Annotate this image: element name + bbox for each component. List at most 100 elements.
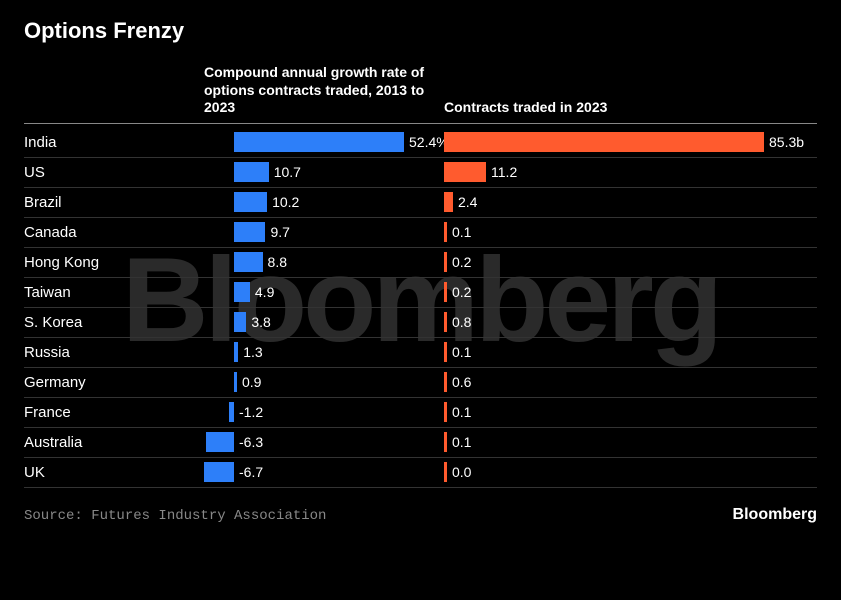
volume-bar-cell: 11.2 — [444, 158, 817, 187]
cagr-label: -6.3 — [234, 434, 263, 450]
volume-label: 0.2 — [447, 254, 471, 270]
cagr-bar — [234, 162, 269, 182]
country-label: France — [24, 404, 204, 421]
table-row: Hong Kong 8.8 0.2 — [24, 248, 817, 278]
volume-bar — [444, 162, 486, 182]
cagr-label: 9.7 — [265, 224, 289, 240]
neg-zone — [204, 188, 234, 217]
cagr-bar-cell: -6.7 — [204, 458, 444, 487]
header-left: Compound annual growth rate of options c… — [204, 64, 444, 117]
footer: Source: Futures Industry Association Blo… — [24, 506, 817, 524]
volume-bar-cell: 0.8 — [444, 308, 817, 337]
table-row: Russia 1.3 0.1 — [24, 338, 817, 368]
volume-bar-cell: 0.1 — [444, 218, 817, 247]
cagr-bar-cell: 0.9 — [204, 368, 444, 397]
country-label: Australia — [24, 434, 204, 451]
volume-label: 0.0 — [447, 464, 471, 480]
header-right: Contracts traded in 2023 — [444, 64, 817, 117]
country-label: Canada — [24, 224, 204, 241]
table-row: US10.7 11.2 — [24, 158, 817, 188]
volume-label: 2.4 — [453, 194, 477, 210]
volume-label: 11.2 — [486, 164, 517, 180]
neg-zone — [204, 398, 234, 427]
cagr-bar — [206, 432, 234, 452]
cagr-bar — [234, 132, 404, 152]
cagr-label: -1.2 — [234, 404, 263, 420]
neg-zone — [204, 158, 234, 187]
volume-bar-cell: 0.0 — [444, 458, 817, 487]
country-label: Germany — [24, 374, 204, 391]
volume-bar-cell: 0.1 — [444, 398, 817, 427]
source-text: Source: Futures Industry Association — [24, 508, 326, 524]
volume-label: 0.2 — [447, 284, 471, 300]
neg-zone — [204, 278, 234, 307]
volume-bar-cell: 0.1 — [444, 338, 817, 367]
country-label: Hong Kong — [24, 254, 204, 271]
chart-title: Options Frenzy — [24, 18, 817, 44]
volume-bar-cell: 0.6 — [444, 368, 817, 397]
country-label: Russia — [24, 344, 204, 361]
neg-zone — [204, 308, 234, 337]
table-row: Australia -6.3 0.1 — [24, 428, 817, 458]
volume-label: 0.1 — [447, 404, 471, 420]
cagr-bar-cell: 3.8 — [204, 308, 444, 337]
brand-text: Bloomberg — [733, 506, 817, 524]
volume-bar — [444, 192, 453, 212]
cagr-bar-cell: 4.9 — [204, 278, 444, 307]
cagr-bar — [234, 222, 265, 242]
cagr-bar — [234, 252, 263, 272]
chart-container: Options Frenzy Compound annual growth ra… — [0, 0, 841, 538]
volume-bar-cell: 2.4 — [444, 188, 817, 217]
cagr-label: 10.2 — [267, 194, 299, 210]
country-label: Taiwan — [24, 284, 204, 301]
cagr-label: -6.7 — [234, 464, 263, 480]
cagr-bar-cell: 8.8 — [204, 248, 444, 277]
cagr-bar — [234, 282, 250, 302]
neg-zone — [204, 128, 234, 157]
table-row: Canada 9.7 0.1 — [24, 218, 817, 248]
cagr-bar — [234, 312, 246, 332]
cagr-bar-cell: 1.3 — [204, 338, 444, 367]
volume-label: 0.1 — [447, 434, 471, 450]
cagr-label: 4.9 — [250, 284, 274, 300]
table-row: UK -6.7 0.0 — [24, 458, 817, 488]
cagr-bar — [204, 462, 234, 482]
cagr-label: 3.8 — [246, 314, 270, 330]
neg-zone — [204, 338, 234, 367]
cagr-bar-cell: 9.7 — [204, 218, 444, 247]
chart-rows: India52.4%85.3bUS10.711.2Brazil10.22.4Ca… — [24, 128, 817, 488]
table-row: Germany 0.9 0.6 — [24, 368, 817, 398]
volume-bar — [444, 132, 764, 152]
volume-label: 0.6 — [447, 374, 471, 390]
country-label: UK — [24, 464, 204, 481]
cagr-bar — [229, 402, 234, 422]
table-row: Brazil10.22.4 — [24, 188, 817, 218]
volume-bar-cell: 0.1 — [444, 428, 817, 457]
cagr-bar-cell: 10.2 — [204, 188, 444, 217]
table-row: Taiwan 4.9 0.2 — [24, 278, 817, 308]
volume-bar-cell: 0.2 — [444, 278, 817, 307]
cagr-label: 8.8 — [263, 254, 287, 270]
neg-zone — [204, 428, 234, 457]
cagr-bar-cell: 52.4% — [204, 128, 444, 157]
cagr-label: 52.4% — [404, 134, 449, 150]
country-label: S. Korea — [24, 314, 204, 331]
neg-zone — [204, 368, 234, 397]
cagr-label: 1.3 — [238, 344, 262, 360]
table-row: France -1.2 0.1 — [24, 398, 817, 428]
table-row: India52.4%85.3b — [24, 128, 817, 158]
header-spacer — [24, 64, 204, 117]
cagr-label: 0.9 — [237, 374, 261, 390]
column-headers: Compound annual growth rate of options c… — [24, 64, 817, 124]
country-label: India — [24, 134, 204, 151]
cagr-bar — [234, 192, 267, 212]
country-label: US — [24, 164, 204, 181]
volume-label: 0.8 — [447, 314, 471, 330]
table-row: S. Korea 3.8 0.8 — [24, 308, 817, 338]
volume-label: 0.1 — [447, 224, 471, 240]
volume-label: 85.3b — [764, 134, 804, 150]
volume-label: 0.1 — [447, 344, 471, 360]
neg-zone — [204, 218, 234, 247]
neg-zone — [204, 248, 234, 277]
cagr-bar-cell: 10.7 — [204, 158, 444, 187]
